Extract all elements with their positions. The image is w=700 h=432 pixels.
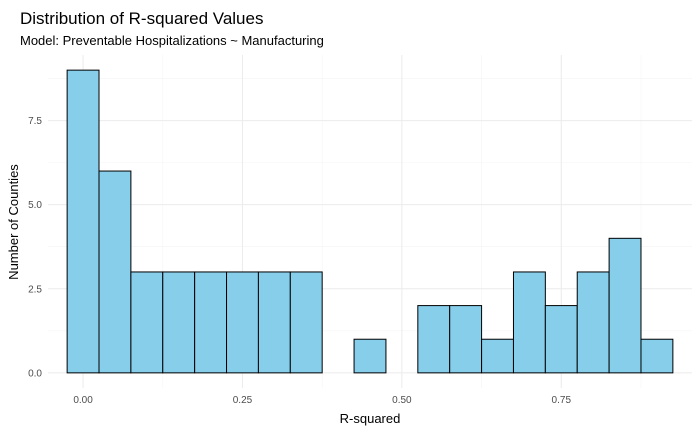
chart-subtitle: Model: Preventable Hospitalizations ~ Ma… bbox=[20, 33, 324, 48]
histogram-bar bbox=[226, 271, 259, 374]
histogram-bar bbox=[162, 271, 196, 374]
x-tick-label: 0.75 bbox=[552, 395, 572, 406]
histogram-bar bbox=[417, 305, 451, 374]
histogram-bar bbox=[289, 271, 323, 374]
x-tick-label: 0.00 bbox=[73, 395, 93, 406]
histogram-bar bbox=[544, 305, 578, 374]
y-axis-ticks: 0.0 2.5 5.0 7.5 bbox=[28, 116, 42, 379]
bars bbox=[66, 69, 674, 374]
histogram-bar bbox=[194, 271, 228, 374]
y-tick-label: 0.0 bbox=[28, 368, 42, 379]
x-axis-title: R-squared bbox=[340, 411, 401, 426]
histogram-bar bbox=[353, 338, 387, 374]
histogram-bar bbox=[481, 338, 514, 374]
y-tick-label: 7.5 bbox=[28, 116, 42, 127]
y-tick-label: 2.5 bbox=[28, 284, 42, 295]
histogram-bar bbox=[512, 271, 546, 374]
histogram-bar bbox=[130, 271, 164, 374]
x-axis-ticks: 0.00 0.25 0.50 0.75 bbox=[73, 395, 571, 406]
chart-title: Distribution of R-squared Values bbox=[20, 9, 263, 28]
histogram-bar bbox=[257, 271, 291, 374]
histogram-bar bbox=[608, 237, 642, 374]
x-tick-label: 0.50 bbox=[392, 395, 412, 406]
histogram-bar bbox=[98, 170, 132, 374]
histogram-bar bbox=[576, 271, 610, 374]
histogram-bar bbox=[640, 338, 674, 374]
histogram-bar bbox=[66, 69, 100, 374]
histogram-bar bbox=[449, 305, 483, 374]
x-tick-label: 0.25 bbox=[233, 395, 253, 406]
y-tick-label: 5.0 bbox=[28, 200, 42, 211]
y-axis-title: Number of Counties bbox=[6, 164, 21, 280]
